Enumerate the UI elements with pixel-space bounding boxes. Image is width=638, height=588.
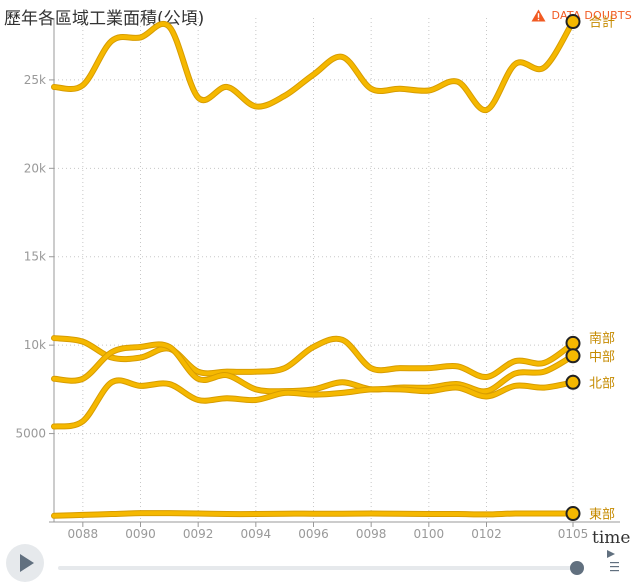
series-label[interactable]: 東部 bbox=[589, 507, 615, 523]
series-end-marker[interactable] bbox=[565, 14, 581, 30]
x-tick-label: 0098 bbox=[356, 527, 387, 541]
series-label[interactable]: 南部 bbox=[589, 330, 615, 346]
series-line[interactable] bbox=[52, 336, 575, 379]
series-line[interactable] bbox=[52, 19, 575, 112]
warning-icon bbox=[531, 9, 546, 22]
time-slider[interactable] bbox=[58, 566, 580, 570]
x-tick-label: 0088 bbox=[68, 527, 99, 541]
series-lines bbox=[51, 18, 576, 519]
x-tick-label: 0105 bbox=[558, 527, 589, 541]
menu-icon[interactable] bbox=[606, 550, 620, 574]
x-axis-ticks: 0088 0090 0092 0094 0096 0098 0100 0102 0105 bbox=[68, 522, 589, 541]
y-tick-label: 5000 bbox=[15, 427, 46, 441]
y-tick-label: 25k bbox=[24, 73, 46, 87]
y-tick-label: 10k bbox=[24, 338, 46, 352]
time-slider-handle[interactable] bbox=[570, 561, 584, 575]
x-tick-label: 0100 bbox=[414, 527, 445, 541]
series-label[interactable]: 北部 bbox=[589, 376, 615, 391]
series-line[interactable] bbox=[52, 378, 575, 429]
series-line[interactable] bbox=[52, 511, 575, 518]
series-end-marker[interactable] bbox=[565, 348, 581, 364]
series-end-marker[interactable] bbox=[565, 335, 581, 351]
y-tick-label: 15k bbox=[24, 250, 46, 264]
x-tick-label: 0094 bbox=[241, 527, 272, 541]
grid-lines bbox=[54, 18, 574, 522]
y-tick-label: 20k bbox=[24, 161, 46, 175]
axes bbox=[49, 18, 620, 523]
series-line[interactable] bbox=[52, 342, 575, 394]
x-tick-label: 0096 bbox=[298, 527, 329, 541]
x-tick-label: 0092 bbox=[183, 527, 214, 541]
series-label[interactable]: 合計 bbox=[589, 15, 615, 31]
x-tick-label: 0102 bbox=[471, 527, 502, 541]
x-tick-label: 0090 bbox=[125, 527, 156, 541]
play-icon bbox=[20, 554, 34, 572]
series-end-marker[interactable] bbox=[565, 506, 581, 522]
time-label: time bbox=[592, 528, 631, 548]
series-label[interactable]: 中部 bbox=[589, 350, 615, 365]
y-axis-ticks: 5000 10k 15k 20k 25k bbox=[15, 73, 54, 441]
series-end-marker[interactable] bbox=[565, 374, 581, 390]
play-button[interactable] bbox=[6, 544, 44, 582]
